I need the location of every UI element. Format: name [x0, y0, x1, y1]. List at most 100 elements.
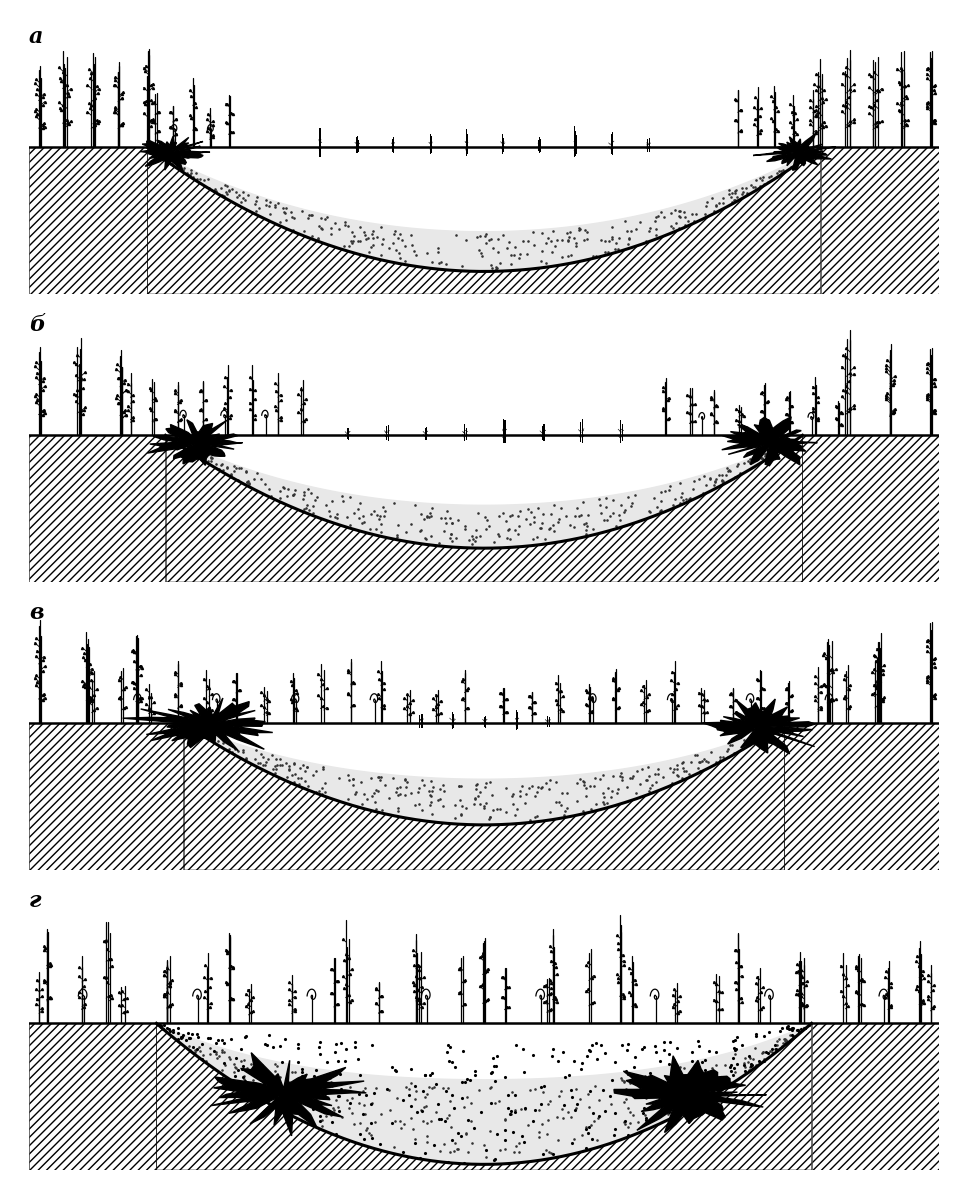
Point — [423, 1112, 439, 1132]
Point — [566, 228, 582, 247]
Point — [206, 730, 222, 749]
Point — [425, 776, 440, 796]
Point — [747, 728, 763, 748]
Point — [542, 770, 558, 790]
Point — [359, 1121, 375, 1140]
Point — [576, 230, 591, 250]
Point — [392, 242, 408, 262]
Point — [742, 450, 758, 469]
Point — [544, 242, 560, 262]
Point — [638, 232, 653, 251]
Point — [231, 185, 247, 204]
Point — [367, 1112, 382, 1132]
Point — [757, 446, 772, 466]
Point — [432, 533, 447, 552]
Point — [287, 480, 303, 499]
Point — [197, 446, 212, 466]
Point — [686, 1057, 702, 1076]
Point — [444, 514, 460, 533]
Point — [729, 456, 744, 475]
Point — [638, 1088, 653, 1108]
Point — [722, 461, 738, 480]
Point — [280, 486, 295, 505]
Point — [492, 527, 507, 546]
Point — [468, 790, 483, 809]
Point — [267, 196, 283, 215]
Point — [530, 498, 546, 517]
Point — [425, 499, 440, 518]
Point — [258, 191, 274, 210]
Point — [472, 782, 488, 802]
Point — [421, 781, 437, 800]
Point — [719, 458, 735, 478]
Point — [390, 798, 406, 817]
Point — [393, 224, 408, 244]
Point — [718, 466, 734, 485]
Point — [742, 1048, 758, 1067]
Point — [568, 236, 584, 256]
Point — [204, 449, 220, 468]
Point — [425, 782, 440, 802]
Point — [329, 504, 345, 523]
Point — [590, 1130, 605, 1150]
Point — [387, 1111, 403, 1130]
Point — [488, 257, 503, 276]
Point — [518, 510, 533, 529]
Point — [268, 198, 284, 217]
Point — [378, 502, 393, 521]
Point — [648, 1084, 663, 1103]
Point — [469, 775, 484, 794]
Point — [579, 229, 594, 248]
Point — [359, 1118, 375, 1138]
Point — [412, 522, 428, 541]
Point — [287, 209, 302, 228]
Point — [261, 479, 277, 498]
Point — [188, 1042, 203, 1061]
Point — [478, 508, 494, 527]
Point — [272, 750, 287, 769]
Point — [240, 186, 256, 205]
Point — [283, 1098, 298, 1117]
Point — [348, 782, 363, 802]
Point — [319, 208, 335, 227]
Polygon shape — [614, 1056, 767, 1133]
Point — [689, 745, 705, 764]
Point — [763, 442, 778, 461]
Point — [238, 461, 254, 480]
Point — [505, 785, 521, 804]
Point — [674, 769, 689, 788]
Point — [751, 725, 767, 744]
Point — [663, 216, 679, 235]
Point — [437, 1134, 452, 1153]
Point — [215, 733, 230, 752]
Point — [671, 206, 686, 226]
Point — [417, 529, 433, 548]
Point — [233, 1051, 249, 1070]
Point — [291, 774, 307, 793]
Point — [305, 205, 320, 224]
Point — [529, 527, 544, 546]
Point — [539, 1124, 555, 1144]
Point — [258, 752, 274, 772]
Point — [560, 228, 576, 247]
Point — [654, 767, 670, 786]
Point — [742, 452, 758, 472]
Point — [210, 731, 226, 750]
Point — [223, 466, 238, 485]
Point — [361, 1123, 377, 1142]
Point — [623, 496, 639, 515]
Point — [238, 462, 254, 481]
Point — [611, 228, 626, 247]
Point — [345, 222, 360, 241]
Point — [406, 1118, 421, 1138]
Point — [638, 770, 653, 790]
Point — [546, 221, 561, 240]
Point — [612, 505, 627, 524]
Point — [261, 192, 277, 211]
Point — [747, 1038, 763, 1057]
Polygon shape — [811, 1024, 939, 1170]
Point — [708, 197, 723, 216]
Point — [711, 751, 727, 770]
Point — [715, 472, 731, 491]
Point — [530, 1123, 546, 1142]
